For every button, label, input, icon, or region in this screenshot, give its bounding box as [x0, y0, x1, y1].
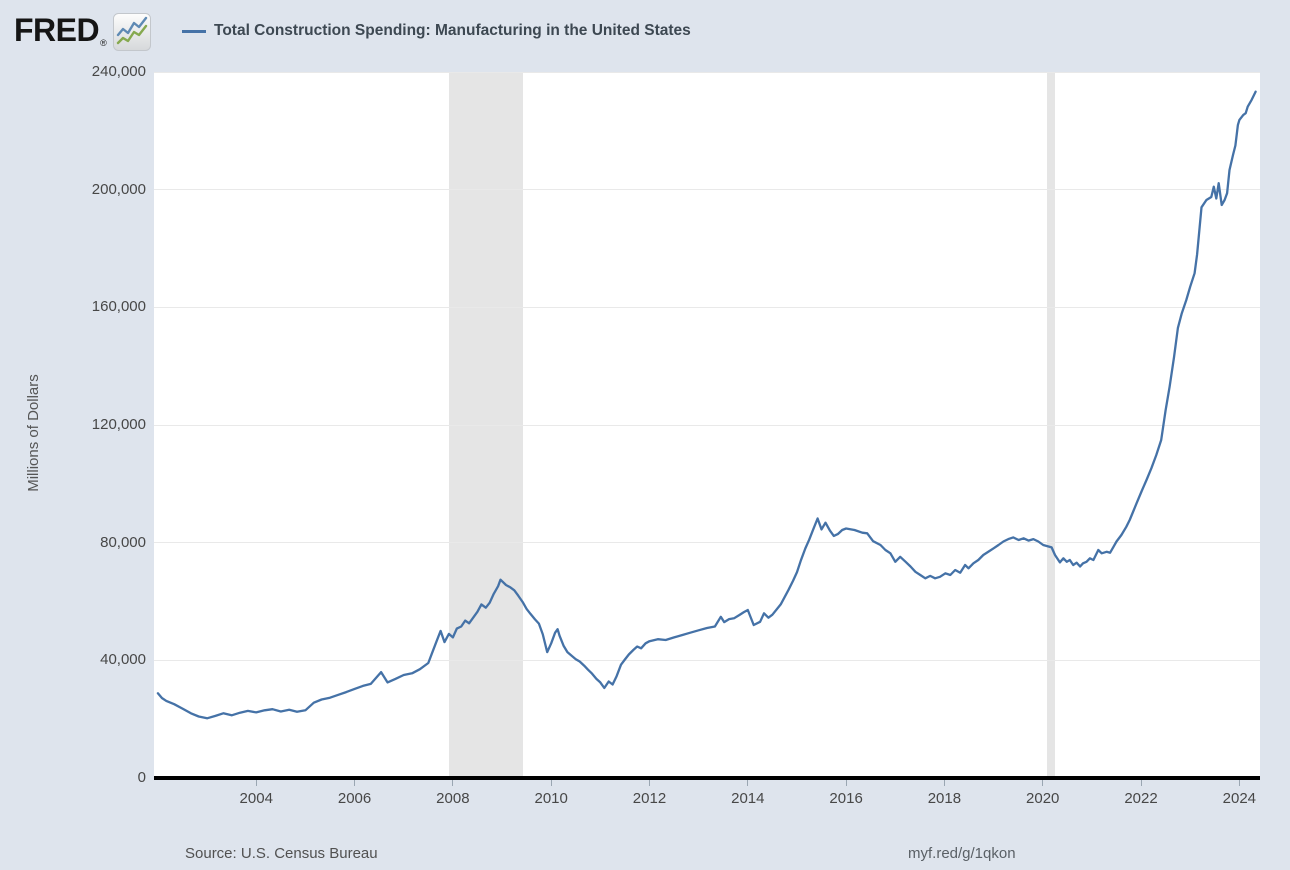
x-tick-mark: [452, 780, 454, 786]
legend-line-swatch: [182, 30, 206, 33]
x-tick-label: 2010: [534, 790, 568, 807]
x-tick-label: 2004: [239, 790, 273, 807]
series-title: Total Construction Spending: Manufacturi…: [214, 22, 691, 39]
x-tick-mark: [943, 780, 945, 786]
x-tick-label: 2012: [632, 790, 667, 807]
y-tick-label: 80,000: [100, 533, 146, 551]
x-tick-label: 2014: [731, 790, 765, 807]
y-tick-label: 240,000: [91, 63, 146, 80]
short-link[interactable]: myf.red/g/1qkon: [908, 845, 1016, 862]
x-tick-mark: [1238, 780, 1240, 786]
fred-logo[interactable]: FRED ®: [14, 12, 151, 56]
x-tick-mark: [747, 780, 749, 786]
legend: Total Construction Spending: Manufacturi…: [182, 22, 691, 40]
y-gridline: [154, 306, 1260, 308]
fred-logo-text: FRED: [14, 12, 100, 48]
y-gridline: [154, 189, 1260, 191]
x-tick-label: 2006: [337, 790, 372, 807]
y-tick-label: 40,000: [100, 651, 146, 669]
x-tick-label: 2018: [927, 790, 962, 807]
x-tick-label: 2008: [436, 790, 470, 807]
y-tick-label: 160,000: [91, 298, 146, 316]
x-tick-mark: [354, 780, 356, 786]
x-tick-mark: [648, 780, 650, 786]
y-tick-label: 200,000: [91, 180, 146, 198]
x-tick-mark: [255, 780, 257, 786]
fred-chart-icon: [112, 13, 151, 56]
y-gridline: [154, 71, 1260, 73]
y-tick-label: 0: [137, 769, 146, 786]
x-tick-mark: [1042, 780, 1044, 786]
x-tick-mark: [550, 780, 552, 786]
x-tick-mark: [1140, 780, 1142, 786]
y-tick-label: 120,000: [91, 416, 146, 433]
y-gridline: [154, 424, 1260, 426]
x-tick-label: 2020: [1026, 790, 1060, 807]
x-tick-label: 2016: [829, 790, 863, 807]
y-gridline: [154, 659, 1260, 661]
x-tick-mark: [845, 780, 847, 786]
x-axis-line: [154, 776, 1260, 780]
x-tick-label: 2022: [1124, 790, 1158, 807]
source-note: Source: U.S. Census Bureau: [185, 845, 378, 862]
x-tick-label: 2024: [1222, 790, 1257, 807]
icon-green-line: [116, 24, 147, 45]
y-axis-title: Millions of Dollars: [25, 374, 42, 492]
registered-trademark: ®: [100, 38, 107, 48]
icon-blue-line: [116, 16, 147, 37]
y-gridline: [154, 542, 1260, 544]
